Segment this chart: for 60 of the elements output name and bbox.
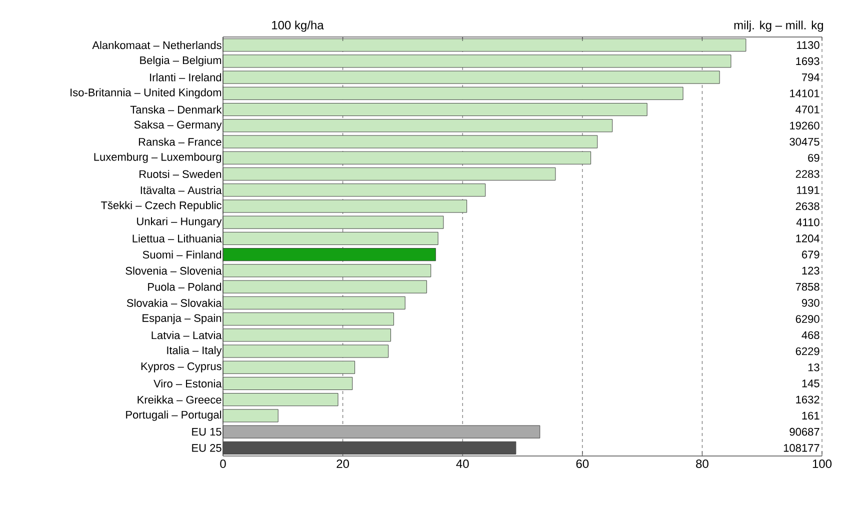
y-tick-label: Luxemburg – Luxembourg <box>94 152 222 163</box>
y-tick-label: Tanska – Denmark <box>130 105 222 114</box>
annotation: 1204 <box>796 234 820 242</box>
annotation: 930 <box>802 299 820 307</box>
annotation: 4110 <box>796 218 820 226</box>
annotation: 14101 <box>790 90 820 98</box>
annotation: 794 <box>802 73 820 82</box>
y-tick-label: Suomi – Finland <box>142 250 222 259</box>
y-tick-label: EU 15 <box>192 428 222 436</box>
y-tick-label: Ranska – France <box>138 138 222 146</box>
x-tick-label: 40 <box>456 460 469 468</box>
annotation: 161 <box>802 412 820 420</box>
annotation: 1130 <box>796 41 820 49</box>
y-tick-label: Kypros – Cyprus <box>141 362 222 372</box>
annotation: 145 <box>802 380 820 388</box>
annotation: 1693 <box>796 57 820 66</box>
y-tick-label: Irlanti – Ireland <box>150 73 222 82</box>
y-tick-label: Ruotsi – Sweden <box>140 170 222 178</box>
text: milj. kg – mill. kg <box>734 20 824 32</box>
annotation: 1191 <box>796 186 820 194</box>
y-tick-label: Latvia – Latvia <box>152 331 222 340</box>
x-tick-label: 80 <box>696 460 708 468</box>
annotation: 2283 <box>796 170 820 178</box>
x-tick-label: 100 <box>812 460 832 468</box>
annotation: 13 <box>808 363 820 372</box>
annotation: 69 <box>808 154 820 162</box>
y-tick-label: Itävalta – Austria <box>140 186 222 194</box>
y-tick-label: Liettua – Lithuania <box>132 234 222 242</box>
annotation: 123 <box>802 266 820 275</box>
x-axis-title: 100 kg/ha <box>272 20 324 32</box>
y-tick-label: Portugali – Portugal <box>126 410 222 421</box>
y-tick-label: Kreikka – Greece <box>138 396 222 404</box>
y-tick-label: Belgia – Belgium <box>140 56 222 66</box>
y-tick-label: Saksa – Germany <box>134 120 222 131</box>
y-tick-label: Puola – Poland <box>148 282 222 291</box>
y-tick-label: Espanja – Spain <box>142 314 222 324</box>
annotation: 6229 <box>796 347 820 356</box>
annotation: 4701 <box>796 106 820 114</box>
x-tick-label: 0 <box>220 460 226 468</box>
y-tick-label: Italia – Italy <box>167 346 222 356</box>
annotation: 19260 <box>790 122 820 130</box>
y-tick-label: Iso-Britannia – United Kingdom <box>70 88 222 99</box>
y-tick-label: Slovakia – Slovakia <box>126 298 222 307</box>
y-tick-label: Tšekki – Czech Republic <box>101 201 222 212</box>
annotation: 679 <box>802 250 820 258</box>
annotation: 30475 <box>790 138 820 146</box>
x-tick-label: 60 <box>576 460 589 468</box>
y-tick-label: Slovenia – Slovenia <box>126 266 222 275</box>
x-tick-label: 20 <box>336 460 350 468</box>
annotation: 108177 <box>784 444 820 452</box>
annotation: 1632 <box>796 396 820 404</box>
annotation: 90687 <box>790 428 820 436</box>
y-tick-label: EU 25 <box>192 444 222 452</box>
y-tick-label: Viro – Estonia <box>154 379 222 388</box>
annotation: 6290 <box>796 315 820 323</box>
annotation: 7858 <box>796 282 820 291</box>
annotation: 2638 <box>796 202 820 210</box>
y-tick-label: Unkari – Hungary <box>137 217 222 228</box>
y-tick-label: Alankomaat – Netherlands <box>92 41 222 50</box>
annotation: 468 <box>802 331 820 340</box>
